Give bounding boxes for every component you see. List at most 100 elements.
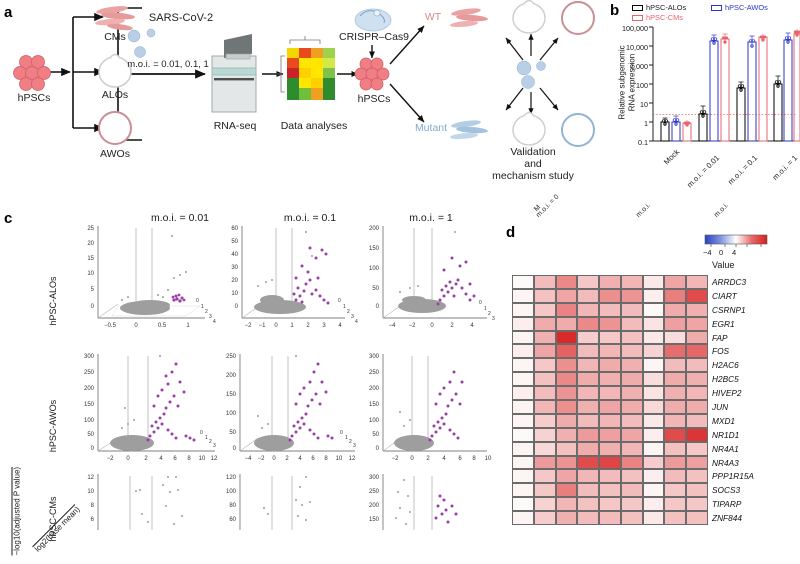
- col-title-moi-1: m.o.i. = 1: [409, 212, 453, 224]
- heatmap-cell: [577, 302, 600, 317]
- heatmap-cell: [512, 330, 534, 345]
- label-wt: WT: [424, 11, 442, 23]
- heatmap-cell: [577, 469, 600, 484]
- heatmap-cell: [642, 386, 665, 400]
- heatmap-cell: [577, 497, 600, 512]
- heatmap-cell: [533, 330, 556, 345]
- svg-text:4: 4: [355, 319, 358, 325]
- alveolar-organoid-icon: [98, 53, 132, 88]
- col-header-3: m.o.i.: [635, 201, 653, 219]
- svg-text:150: 150: [369, 402, 380, 408]
- gene-label: FAP: [712, 332, 728, 343]
- heatmap-cell: [533, 316, 556, 331]
- heatmap-cell: [577, 413, 600, 428]
- ytick-10: 10: [640, 100, 648, 109]
- svg-text:8: 8: [187, 456, 191, 462]
- heatmap-cell: [577, 372, 600, 387]
- heatmap-cell: [686, 358, 708, 373]
- heatmap-cell: [686, 413, 708, 428]
- svg-text:0: 0: [479, 300, 482, 306]
- svg-text:15: 15: [87, 256, 94, 262]
- svg-text:100: 100: [226, 489, 237, 495]
- legend-hpsc-alos: hPSC-ALOs: [632, 3, 686, 12]
- svg-text:2: 2: [209, 439, 212, 445]
- heatmap-cell: [620, 455, 643, 470]
- gene-label: EGR1: [712, 318, 735, 329]
- svg-text:2: 2: [349, 439, 352, 445]
- svg-text:60: 60: [229, 517, 236, 523]
- svg-text:0: 0: [196, 298, 199, 304]
- gene-label: JUN: [712, 401, 729, 412]
- svg-text:3: 3: [322, 323, 326, 329]
- label-cms: CMs: [104, 31, 126, 43]
- heatmap-cell: [620, 330, 643, 345]
- heatmap-cell: [599, 497, 621, 512]
- heatmap-cell: [577, 316, 600, 331]
- heatmap-cell: [642, 455, 665, 470]
- svg-text:6: 6: [311, 456, 315, 462]
- colorbar-gradient: [704, 234, 768, 247]
- heatmap-cell: [664, 441, 687, 456]
- svg-text:10: 10: [231, 291, 238, 297]
- heatmap-cell: [599, 275, 621, 289]
- svg-text:8: 8: [324, 456, 328, 462]
- heatmap-cell: [577, 511, 600, 525]
- svg-text:0: 0: [235, 304, 239, 310]
- hpsc-colony-icon: [13, 55, 51, 91]
- panel-a-workflow-diagram: a: [0, 0, 600, 195]
- heatmap-cell: [533, 455, 556, 470]
- svg-text:8: 8: [472, 456, 476, 462]
- heatmap-cell: [555, 344, 578, 359]
- svg-text:0: 0: [126, 456, 130, 462]
- heatmap-cell: [599, 400, 621, 414]
- svg-text:200: 200: [84, 386, 95, 392]
- svg-text:3: 3: [209, 314, 212, 320]
- heatmap-cell: [577, 358, 600, 373]
- gene-label: NR4A3: [712, 457, 739, 468]
- svg-text:3: 3: [351, 314, 354, 320]
- heatmap-cell: [512, 511, 534, 525]
- svg-text:4: 4: [442, 456, 446, 462]
- gene-label: ARRDC3: [712, 276, 747, 287]
- heatmap-cell: [620, 358, 643, 373]
- panel-a-letter: a: [4, 4, 13, 21]
- heatmap-cell: [555, 358, 578, 373]
- heatmap-cell: [577, 455, 600, 470]
- heatmap-cell: [686, 427, 708, 442]
- svg-text:200: 200: [226, 373, 237, 379]
- svg-text:20: 20: [87, 241, 94, 247]
- colorbar-tick-mid: 0: [719, 248, 724, 257]
- svg-text:3: 3: [353, 443, 356, 449]
- heatmap-cell: [686, 344, 708, 359]
- svg-text:250: 250: [369, 370, 380, 376]
- legend-label-cms: hPSC-CMs: [646, 13, 683, 22]
- svg-text:150: 150: [226, 392, 237, 398]
- crispr-cas9-icon: [354, 8, 392, 32]
- svg-text:12: 12: [211, 456, 218, 462]
- svg-text:4: 4: [159, 456, 163, 462]
- svg-text:−4: −4: [389, 323, 397, 329]
- label-mechanism-study: mechanism study: [492, 170, 574, 182]
- heatmap-cell: [512, 358, 534, 373]
- gene-label: SOCS3: [712, 485, 741, 496]
- label-crispr-cas9: CRISPR–Cas9: [338, 31, 410, 43]
- ytick-1: 1: [644, 119, 648, 128]
- heatmap-cell: [533, 372, 556, 387]
- heatmap-cell: [664, 511, 687, 525]
- cardiomyocyte-icon: [95, 6, 135, 31]
- label-rnaseq: RNA-seq: [213, 120, 257, 132]
- svg-text:−4: −4: [245, 456, 253, 462]
- legend-label-alos: hPSC-ALOs: [646, 3, 687, 12]
- heatmap-cell: [642, 427, 665, 442]
- heatmap-cell: [686, 275, 708, 289]
- wt-cardiomyocytes-icon: [450, 8, 488, 28]
- ytick-1000: 1,000: [630, 62, 648, 71]
- heatmap-cell: [642, 511, 665, 525]
- heatmap-cell: [664, 288, 687, 303]
- svg-text:0: 0: [233, 446, 237, 452]
- legend-label-awos: hPSC-AWOs: [725, 3, 768, 12]
- svg-text:1: 1: [345, 435, 348, 441]
- heatmap-cell: [555, 497, 578, 512]
- svg-text:0: 0: [338, 298, 341, 304]
- svg-text:10: 10: [336, 456, 343, 462]
